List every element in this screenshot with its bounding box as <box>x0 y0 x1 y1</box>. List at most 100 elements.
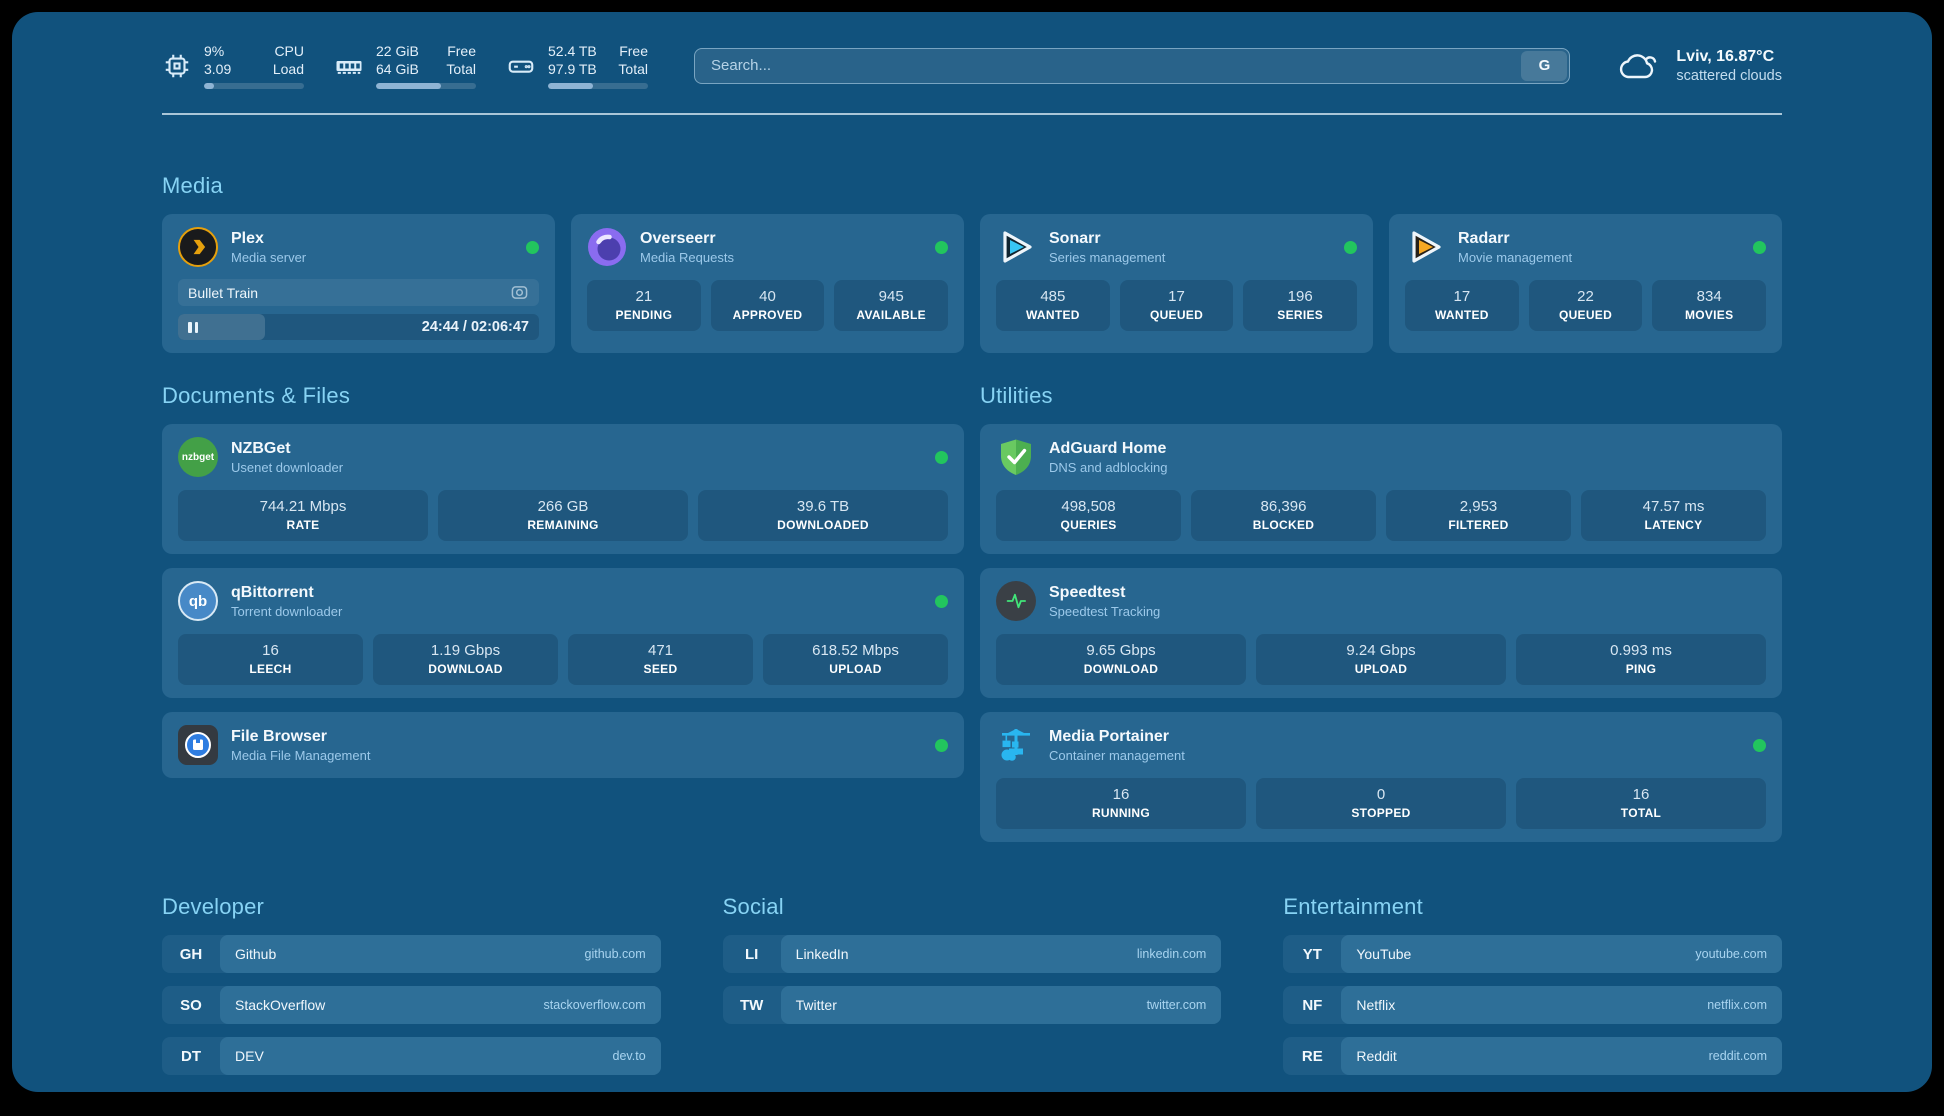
disk-progress-fill <box>548 83 593 89</box>
memory-progress-fill <box>376 83 441 89</box>
filebrowser-card[interactable]: File Browser Media File Management <box>162 712 964 778</box>
speedtest-title: Speedtest <box>1049 584 1126 601</box>
sonarr-stat-wanted: 485 WANTED <box>996 280 1110 331</box>
qbittorrent-stat-upload: 618.52 Mbps UPLOAD <box>763 634 948 685</box>
adguard-stat-filtered: 2,953 FILTERED <box>1386 490 1571 541</box>
bookmark-netflix[interactable]: NF Netflix netflix.com <box>1283 986 1782 1024</box>
speedtest-stat-download: 9.65 Gbps DOWNLOAD <box>996 634 1246 685</box>
bookmark-url: github.com <box>584 947 646 961</box>
bookmark-abbr: YT <box>1302 945 1322 963</box>
bookmark-abbr: SO <box>180 996 202 1014</box>
bookmark-stackoverflow[interactable]: SO StackOverflow stackoverflow.com <box>162 986 661 1024</box>
bookmark-youtube[interactable]: YT YouTube youtube.com <box>1283 935 1782 973</box>
adguard-stat-latency: 47.57 ms LATENCY <box>1581 490 1766 541</box>
portainer-stat-total: 16 TOTAL <box>1516 778 1766 829</box>
bookmark-abbr: RE <box>1301 1047 1323 1065</box>
cpu-progress-track <box>204 83 304 89</box>
sonarr-status-dot <box>1344 240 1357 254</box>
bookmarks-social: Social LI LinkedIn linkedin.com TW Twitt… <box>722 894 1222 1088</box>
adguard-card[interactable]: AdGuard Home DNS and adblocking 498,508 Q… <box>980 424 1782 554</box>
overseerr-subtitle: Media Requests <box>640 250 734 265</box>
disk-total-value: 97.9 TB <box>548 61 597 77</box>
plex-now-playing: Bullet Train <box>178 279 539 306</box>
documents-section-title: Documents & Files <box>162 383 351 408</box>
cloud-icon <box>1620 53 1657 78</box>
bookmark-linkedin[interactable]: LI LinkedIn linkedin.com <box>722 935 1222 973</box>
bookmarks-entertainment: Entertainment YT YouTube youtube.com NF … <box>1283 894 1782 1088</box>
sonarr-card[interactable]: Sonarr Series management 485 WANTED 17 QUE… <box>980 214 1373 353</box>
adguard-stat-queries: 498,508 QUERIES <box>996 490 1181 541</box>
qbittorrent-stat-download: 1.19 Gbps DOWNLOAD <box>373 634 558 685</box>
plex-now-playing-title: Bullet Train <box>188 284 259 301</box>
filebrowser-title: File Browser <box>231 728 328 745</box>
bookmark-github[interactable]: GH Github github.com <box>162 935 661 973</box>
portainer-card[interactable]: Media Portainer Container management 16 R… <box>980 712 1782 842</box>
qbittorrent-card[interactable]: qb qBittorrent Torrent downloader 16 LEEC… <box>162 568 964 698</box>
bookmark-twitter[interactable]: TW Twitter twitter.com <box>722 986 1222 1024</box>
cpu-usage: 9% <box>204 43 225 59</box>
adguard-title: AdGuard Home <box>1049 440 1167 457</box>
disk-stat: 52.4 TB 97.9 TB Free Total <box>506 42 648 89</box>
nzbget-title: NZBGet <box>231 440 291 457</box>
nzbget-card[interactable]: nzbget NZBGet Usenet downloader 744.21 M… <box>162 424 964 554</box>
bookmark-dev[interactable]: DT DEV dev.to <box>162 1037 661 1075</box>
search-bar[interactable]: G <box>694 47 1571 84</box>
ram-icon <box>336 60 362 74</box>
sonarr-icon <box>996 227 1036 267</box>
adguard-icon <box>996 437 1036 477</box>
dashboard: 9% 3.09 CPU Load <box>12 12 1932 1092</box>
plex-progress-bar: 24:44 / 02:06:47 <box>178 314 539 340</box>
speedtest-card[interactable]: Speedtest Speedtest Tracking 9.65 Gbps DO… <box>980 568 1782 698</box>
radarr-title: Radarr <box>1458 230 1510 247</box>
sonarr-stat-series: 196 SERIES <box>1243 280 1358 331</box>
bookmark-url: twitter.com <box>1146 998 1207 1012</box>
disk-progress-track <box>548 83 648 89</box>
header-divider <box>162 113 1782 115</box>
utilities-section-title: Utilities <box>980 383 1053 408</box>
radarr-icon <box>1405 227 1445 267</box>
memory-free-label: Free <box>447 43 476 59</box>
memory-progress-track <box>376 83 476 89</box>
bookmark-abbr: GH <box>179 945 203 963</box>
speedtest-stat-ping: 0.993 ms PING <box>1516 634 1766 685</box>
overseerr-title: Overseerr <box>640 230 716 247</box>
section-media: Media Plex Media server Bullet Train <box>162 173 1782 353</box>
memory-total-value: 64 GiB <box>376 61 419 77</box>
nzbget-stat-remaining: 266 GB REMAINING <box>438 490 688 541</box>
plex-progress-fill <box>178 314 265 340</box>
bookmark-url: dev.to <box>612 1049 646 1063</box>
speedtest-stat-upload: 9.24 Gbps UPLOAD <box>1256 634 1506 685</box>
plex-card[interactable]: Plex Media server Bullet Train 24:44 / 0… <box>162 214 555 353</box>
search-provider-button[interactable]: G <box>1521 50 1568 81</box>
bookmark-reddit[interactable]: RE Reddit reddit.com <box>1283 1037 1782 1075</box>
camera-icon <box>511 286 528 299</box>
bookmark-name: LinkedIn <box>795 946 849 962</box>
disk-free-label: Free <box>619 43 648 59</box>
system-stats: 9% 3.09 CPU Load <box>162 42 648 89</box>
bookmark-name: DEV <box>235 1048 264 1064</box>
sonarr-stat-queued: 17 QUEUED <box>1119 280 1234 331</box>
plex-playback-time: 24:44 / 02:06:47 <box>421 319 529 335</box>
disk-free-value: 52.4 TB <box>548 43 597 59</box>
radarr-card[interactable]: Radarr Movie management 17 WANTED 22 QUEUE… <box>1389 214 1782 353</box>
portainer-status-dot <box>1753 738 1766 752</box>
sonarr-title: Sonarr <box>1049 230 1101 247</box>
weather-widget: Lviv, 16.87°C scattered clouds <box>1616 47 1782 85</box>
speedtest-subtitle: Speedtest Tracking <box>1049 604 1161 619</box>
bookmark-abbr: NF <box>1302 996 1323 1014</box>
overseerr-card[interactable]: Overseerr Media Requests 21 PENDING 40 APP… <box>571 214 964 353</box>
radarr-stat-wanted: 17 WANTED <box>1405 280 1519 331</box>
search-input[interactable] <box>695 48 1522 83</box>
top-bar: 9% 3.09 CPU Load <box>162 42 1782 89</box>
section-documents: Documents & Files nzbget NZBGet Usenet d… <box>162 383 964 842</box>
bookmark-name: Reddit <box>1356 1048 1397 1064</box>
plex-title: Plex <box>231 230 264 247</box>
nzbget-stat-rate: 744.21 Mbps RATE <box>178 490 428 541</box>
nzbget-status-dot <box>935 450 948 464</box>
overseerr-status-dot <box>935 240 948 254</box>
bookmark-url: netflix.com <box>1707 998 1767 1012</box>
bookmark-name: StackOverflow <box>235 997 326 1013</box>
bookmark-abbr: TW <box>739 996 764 1014</box>
sonarr-subtitle: Series management <box>1049 250 1166 265</box>
adguard-stat-blocked: 86,396 BLOCKED <box>1191 490 1376 541</box>
